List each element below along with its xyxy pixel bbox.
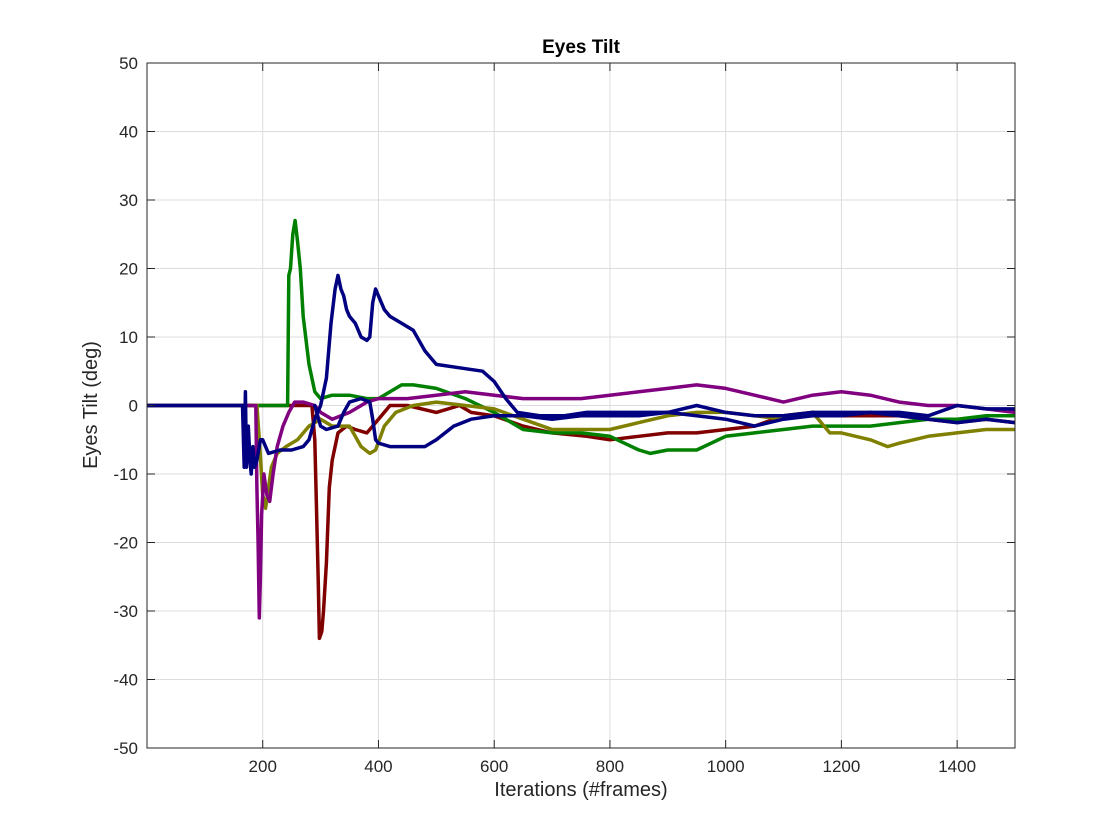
y-tick-label: 30 [119, 191, 138, 210]
x-tick-label: 1400 [938, 757, 976, 776]
y-axis-label: Eyes Tilt (deg) [80, 341, 102, 469]
y-tick-label: -30 [113, 602, 138, 621]
y-tick-label: 0 [129, 397, 138, 416]
y-tick-label: 10 [119, 328, 138, 347]
x-tick-label: 800 [596, 757, 624, 776]
x-tick-label: 600 [480, 757, 508, 776]
y-tick-label: 40 [119, 123, 138, 142]
x-tick-label: 400 [364, 757, 392, 776]
y-tick-label: -50 [113, 739, 138, 758]
series-line-3 [147, 400, 1015, 511]
ticks: 200 400 600 800 1000 1200 1400 -50 -40 -30 -20 -10 0… [113, 54, 1015, 776]
series-line-4 [147, 383, 1015, 620]
x-tick-label: 1200 [822, 757, 860, 776]
y-tick-label: 50 [119, 54, 138, 73]
y-tick-label: -40 [113, 671, 138, 690]
series-line-2 [147, 218, 1015, 456]
y-tick-label: 20 [119, 260, 138, 279]
series-layer [147, 218, 1015, 641]
series-line-6 [313, 396, 1015, 449]
x-tick-label: 200 [249, 757, 277, 776]
y-tick-label: -20 [113, 534, 138, 553]
x-tick-label: 1000 [707, 757, 745, 776]
x-axis-label: Iterations (#frames) [494, 779, 667, 801]
y-tick-label: -10 [113, 465, 138, 484]
series-line-5 [147, 273, 1015, 476]
chart-title: Eyes Tilt [542, 37, 620, 58]
